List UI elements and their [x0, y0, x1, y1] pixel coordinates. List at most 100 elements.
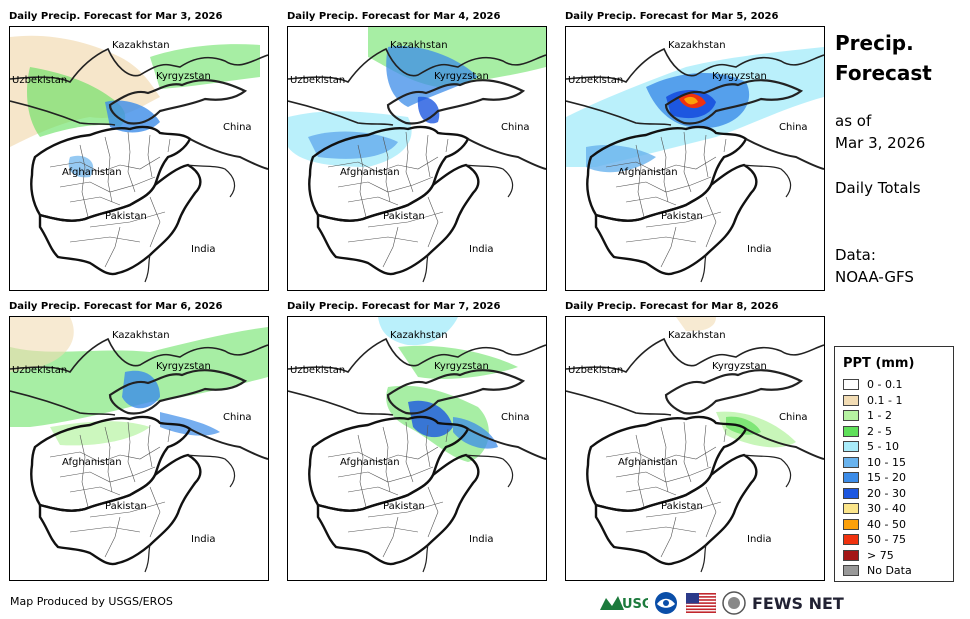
legend-item: 0.1 - 1 — [843, 393, 953, 409]
legend-label: 40 - 50 — [867, 517, 906, 531]
panel-title: Daily Precip. Forecast for Mar 5, 2026 — [565, 11, 779, 22]
legend-label: 15 - 20 — [867, 471, 906, 485]
basemap-boundaries: Kazakhstan Uzbekistan Kyrgyzstan China A… — [566, 330, 824, 573]
label-uzbekistan: Uzbekistan — [12, 365, 67, 376]
as-of-block: as of Mar 3, 2026 — [835, 110, 925, 154]
label-uzbekistan: Uzbekistan — [290, 365, 345, 376]
label-china: China — [779, 412, 808, 423]
footer-logos: USGS FEWS NET — [598, 590, 844, 616]
legend-item: > 75 — [843, 548, 953, 564]
legend-item: 1 - 2 — [843, 408, 953, 424]
label-afghanistan: Afghanistan — [340, 457, 400, 468]
label-china: China — [223, 412, 252, 423]
legend-swatch — [843, 503, 859, 515]
legend-item: 10 - 15 — [843, 455, 953, 471]
panel-title: Daily Precip. Forecast for Mar 4, 2026 — [287, 11, 501, 22]
label-india: India — [469, 534, 494, 545]
panel-title: Daily Precip. Forecast for Mar 7, 2026 — [287, 301, 501, 312]
label-kazakhstan: Kazakhstan — [112, 40, 170, 51]
precip-map: Kazakhstan Uzbekistan Kyrgyzstan China A… — [287, 26, 547, 291]
legend-swatch — [843, 472, 859, 484]
legend-item: 15 - 20 — [843, 470, 953, 486]
legend-swatch — [843, 410, 859, 422]
side-title: Precip. Forecast — [835, 28, 932, 88]
precip-map: Kazakhstan Uzbekistan Kyrgyzstan China A… — [287, 316, 547, 581]
label-pakistan: Pakistan — [105, 211, 147, 222]
side-title-line1: Precip. — [835, 31, 914, 55]
label-china: China — [779, 122, 808, 133]
label-kyrgyzstan: Kyrgyzstan — [434, 361, 489, 372]
label-china: China — [501, 412, 530, 423]
legend-item: 5 - 10 — [843, 439, 953, 455]
legend-item: No Data — [843, 563, 953, 579]
state-seal-icon — [722, 591, 746, 615]
as-of-date: Mar 3, 2026 — [835, 134, 926, 152]
legend-label: 0.1 - 1 — [867, 393, 903, 407]
label-kazakhstan: Kazakhstan — [390, 40, 448, 51]
label-pakistan: Pakistan — [383, 501, 425, 512]
legend-title: PPT (mm) — [843, 356, 915, 371]
fews-net-logo: FEWS NET — [752, 593, 844, 613]
as-of-label: as of — [835, 112, 872, 130]
label-kyrgyzstan: Kyrgyzstan — [712, 361, 767, 372]
noaa-logo — [655, 592, 677, 614]
legend-swatch — [843, 441, 859, 453]
label-india: India — [191, 244, 216, 255]
label-pakistan: Pakistan — [661, 501, 703, 512]
legend-swatch — [843, 456, 859, 468]
label-uzbekistan: Uzbekistan — [12, 75, 67, 86]
label-india: India — [747, 244, 772, 255]
usgs-logo: USGS — [600, 596, 648, 612]
label-china: China — [501, 122, 530, 133]
precip-overlay — [288, 27, 546, 167]
svg-text:USGS: USGS — [622, 597, 648, 612]
legend-item: 20 - 30 — [843, 486, 953, 502]
label-kazakhstan: Kazakhstan — [390, 330, 448, 341]
precip-overlay — [10, 35, 260, 178]
legend-label: 20 - 30 — [867, 486, 906, 500]
basemap-boundaries: Kazakhstan Uzbekistan Kyrgyzstan China A… — [566, 40, 824, 283]
legend-label: 50 - 75 — [867, 533, 906, 547]
basemap-boundaries: Kazakhstan Uzbekistan Kyrgyzstan China A… — [288, 40, 546, 283]
legend-item: 50 - 75 — [843, 532, 953, 548]
label-kyrgyzstan: Kyrgyzstan — [156, 71, 211, 82]
label-afghanistan: Afghanistan — [618, 457, 678, 468]
label-uzbekistan: Uzbekistan — [290, 75, 345, 86]
panel-title: Daily Precip. Forecast for Mar 8, 2026 — [565, 301, 779, 312]
legend-swatch — [843, 518, 859, 530]
legend-item: 30 - 40 — [843, 501, 953, 517]
label-afghanistan: Afghanistan — [62, 167, 122, 178]
data-label: Data: — [835, 246, 876, 264]
legend-item: 40 - 50 — [843, 517, 953, 533]
legend-label: 10 - 15 — [867, 455, 906, 469]
label-india: India — [747, 534, 772, 545]
basemap-boundaries: Kazakhstan Uzbekistan Kyrgyzstan China A… — [10, 40, 268, 283]
legend-item: 0 - 0.1 — [843, 377, 953, 393]
data-source: NOAA-GFS — [835, 268, 914, 286]
legend-label: 0 - 0.1 — [867, 378, 903, 392]
label-kazakhstan: Kazakhstan — [668, 40, 726, 51]
precip-overlay — [566, 47, 824, 173]
legend-swatch — [843, 487, 859, 499]
label-india: India — [469, 244, 494, 255]
label-pakistan: Pakistan — [383, 211, 425, 222]
legend-label: > 75 — [867, 548, 894, 562]
label-afghanistan: Afghanistan — [618, 167, 678, 178]
precip-map: Kazakhstan Uzbekistan Kyrgyzstan China A… — [9, 316, 269, 581]
label-kazakhstan: Kazakhstan — [668, 330, 726, 341]
daily-totals: Daily Totals — [835, 179, 921, 197]
legend-label: No Data — [867, 564, 912, 578]
map-credit: Map Produced by USGS/EROS — [10, 595, 173, 608]
legend-swatch — [843, 565, 859, 577]
label-kyrgyzstan: Kyrgyzstan — [434, 71, 489, 82]
legend-label: 5 - 10 — [867, 440, 899, 454]
legend-swatch — [843, 379, 859, 391]
label-india: India — [191, 534, 216, 545]
precip-map: Kazakhstan Uzbekistan Kyrgyzstan China A… — [565, 26, 825, 291]
panel-title: Daily Precip. Forecast for Mar 3, 2026 — [9, 11, 223, 22]
label-kyrgyzstan: Kyrgyzstan — [712, 71, 767, 82]
label-uzbekistan: Uzbekistan — [568, 365, 623, 376]
precip-map: Kazakhstan Uzbekistan Kyrgyzstan China A… — [565, 316, 825, 581]
legend-swatch — [843, 425, 859, 437]
